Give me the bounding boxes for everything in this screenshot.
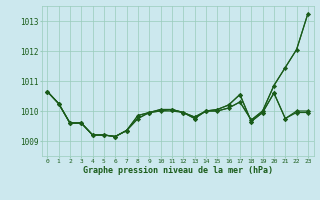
X-axis label: Graphe pression niveau de la mer (hPa): Graphe pression niveau de la mer (hPa) (83, 166, 273, 175)
